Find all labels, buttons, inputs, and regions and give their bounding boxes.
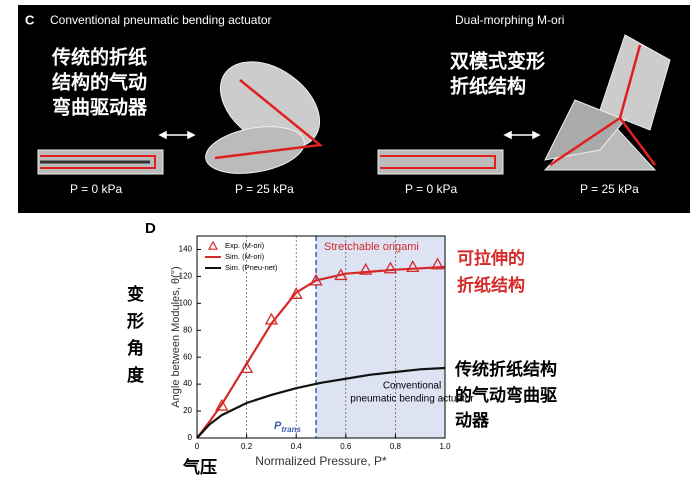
legend-label: Sim. (M-ori)	[225, 252, 265, 261]
pressure-label: P = 25 kPa	[235, 182, 294, 196]
x-tick-label: 1.0	[439, 442, 451, 451]
note: 可拉伸的	[457, 248, 525, 269]
caption: 弯曲驱动器	[52, 96, 148, 119]
bent-m-ori	[543, 34, 671, 171]
flat-actuator	[37, 149, 164, 175]
data-point	[383, 261, 398, 274]
y-tick-label: 80	[183, 325, 192, 334]
shaded-region	[316, 236, 445, 438]
y-tick-label: 20	[183, 406, 192, 415]
x-axis-label: Normalized Pressure, P*	[255, 454, 387, 468]
legend-swatch	[207, 240, 219, 250]
panel-title: Conventional pneumatic bending actuator	[50, 13, 271, 27]
y-tick-label: 60	[183, 352, 192, 361]
data-point	[406, 260, 420, 273]
threshold-subscript: trans	[281, 425, 301, 434]
arrow	[158, 130, 541, 140]
data-point	[215, 398, 229, 411]
data-point	[359, 262, 373, 275]
note: 动器	[455, 411, 490, 431]
pressure-label: P = 0 kPa	[405, 182, 457, 196]
pressure-label: P = 0 kPa	[70, 182, 122, 196]
legend-label: Sim. (Pneu-net)	[225, 263, 278, 272]
series-line	[196, 265, 446, 439]
caption: 传统的折纸	[51, 46, 147, 69]
data-point	[430, 257, 445, 270]
annotation: pneumatic bending actuator	[350, 394, 474, 405]
plot-frame	[196, 235, 446, 439]
panel-label: D	[145, 220, 156, 237]
bent-actuator	[205, 61, 324, 174]
caption: 双模式变形	[450, 50, 545, 73]
caption: 折纸结构	[450, 75, 526, 98]
x-tick-label: 0.8	[390, 442, 402, 451]
y-tick-label: 0	[188, 433, 193, 442]
note: 传统折纸结构	[454, 359, 557, 380]
flat-actuator	[377, 149, 504, 175]
annotation: Conventional	[383, 381, 441, 392]
threshold-label: Ptrans	[274, 420, 301, 434]
legend-label: Exp. (M-ori)	[225, 241, 265, 250]
x-tick-label: 0.6	[340, 442, 352, 451]
y-tick-label: 140	[179, 245, 193, 254]
panel-label: C	[25, 12, 35, 27]
x-tick-label: 0	[195, 442, 200, 451]
data-point	[289, 287, 303, 299]
x-tick-label: 0.2	[241, 442, 253, 451]
note: 气压	[182, 457, 217, 478]
threshold-symbol: P	[274, 420, 282, 432]
panel-title: Dual-morphing M-ori	[455, 13, 564, 27]
note: 折纸结构	[457, 275, 525, 296]
y-tick-label: 100	[179, 298, 193, 307]
pressure-label: P = 25 kPa	[580, 182, 639, 196]
y-tick-label: 40	[183, 379, 192, 388]
y-tick-label: 120	[179, 272, 193, 281]
region-label: Stretchable origami	[324, 241, 419, 253]
vertical-label: 变形角度	[123, 284, 144, 393]
caption: 结构的气动	[52, 71, 147, 94]
y-axis-label: Angle between Modules, θ(°)	[170, 266, 182, 407]
x-tick-label: 0.4	[291, 442, 303, 451]
series-line	[196, 366, 446, 439]
note: 的气动弯曲驱	[455, 385, 557, 406]
